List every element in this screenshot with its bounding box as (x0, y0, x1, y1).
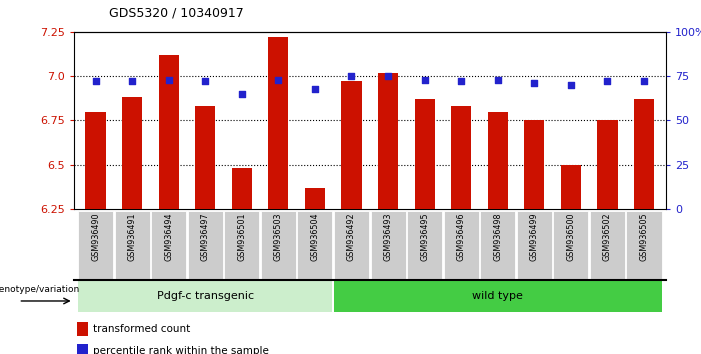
Bar (341, 81, 362, 209)
Text: wild type: wild type (472, 291, 523, 302)
Text: transformed count: transformed count (93, 324, 190, 334)
FancyBboxPatch shape (334, 211, 369, 279)
Point (456, 79, 467, 84)
Point (90, 79, 101, 84)
Bar (195, 106, 215, 209)
FancyBboxPatch shape (188, 211, 223, 279)
FancyBboxPatch shape (78, 281, 332, 312)
Bar (561, 165, 581, 209)
FancyBboxPatch shape (590, 211, 625, 279)
Point (529, 80, 540, 86)
Point (273, 77, 284, 82)
Text: GSM936497: GSM936497 (200, 213, 210, 261)
Point (602, 79, 613, 84)
FancyBboxPatch shape (517, 211, 552, 279)
Text: GSM936500: GSM936500 (566, 213, 576, 261)
Bar (232, 168, 252, 209)
Bar (77, 344, 88, 354)
Text: GSM936504: GSM936504 (311, 213, 320, 261)
FancyBboxPatch shape (297, 211, 332, 279)
FancyBboxPatch shape (334, 281, 662, 312)
Point (383, 73, 394, 79)
Point (639, 79, 650, 84)
FancyBboxPatch shape (407, 211, 442, 279)
Text: GSM936490: GSM936490 (91, 213, 100, 261)
Text: GSM936501: GSM936501 (238, 213, 246, 261)
Text: GSM936494: GSM936494 (164, 213, 173, 261)
Text: GSM936498: GSM936498 (494, 213, 502, 261)
Text: GSM936491: GSM936491 (128, 213, 137, 261)
Text: GSM936499: GSM936499 (530, 213, 539, 261)
Text: GSM936505: GSM936505 (639, 213, 648, 261)
FancyBboxPatch shape (480, 211, 515, 279)
Point (309, 86, 320, 91)
Point (163, 77, 175, 82)
Bar (158, 55, 179, 209)
Point (419, 77, 430, 82)
Bar (634, 99, 654, 209)
Bar (414, 99, 435, 209)
FancyBboxPatch shape (371, 211, 406, 279)
Text: GSM936493: GSM936493 (383, 213, 393, 261)
Bar (268, 37, 288, 209)
Text: GSM936496: GSM936496 (456, 213, 465, 261)
Bar (451, 106, 471, 209)
Text: GSM936502: GSM936502 (603, 213, 612, 261)
Point (346, 73, 357, 79)
Bar (77, 322, 88, 336)
Text: GSM936492: GSM936492 (347, 213, 356, 261)
FancyBboxPatch shape (444, 211, 479, 279)
Bar (597, 120, 618, 209)
Bar (305, 188, 325, 209)
Point (565, 82, 576, 88)
Point (126, 79, 137, 84)
Text: GSM936495: GSM936495 (420, 213, 429, 261)
FancyBboxPatch shape (114, 211, 149, 279)
FancyBboxPatch shape (78, 211, 113, 279)
Bar (378, 73, 398, 209)
Text: percentile rank within the sample: percentile rank within the sample (93, 346, 268, 354)
Text: GSM936503: GSM936503 (274, 213, 283, 261)
FancyBboxPatch shape (553, 211, 588, 279)
Bar (488, 112, 508, 209)
Bar (86, 112, 106, 209)
Text: GDS5320 / 10340917: GDS5320 / 10340917 (109, 6, 243, 19)
FancyBboxPatch shape (627, 211, 662, 279)
Text: Pdgf-c transgenic: Pdgf-c transgenic (157, 291, 254, 302)
Point (492, 77, 503, 82)
FancyBboxPatch shape (224, 211, 259, 279)
Point (200, 79, 211, 84)
Bar (524, 120, 545, 209)
FancyBboxPatch shape (151, 211, 186, 279)
Bar (122, 97, 142, 209)
Point (236, 91, 247, 97)
Text: genotype/variation: genotype/variation (0, 285, 80, 295)
FancyBboxPatch shape (261, 211, 296, 279)
